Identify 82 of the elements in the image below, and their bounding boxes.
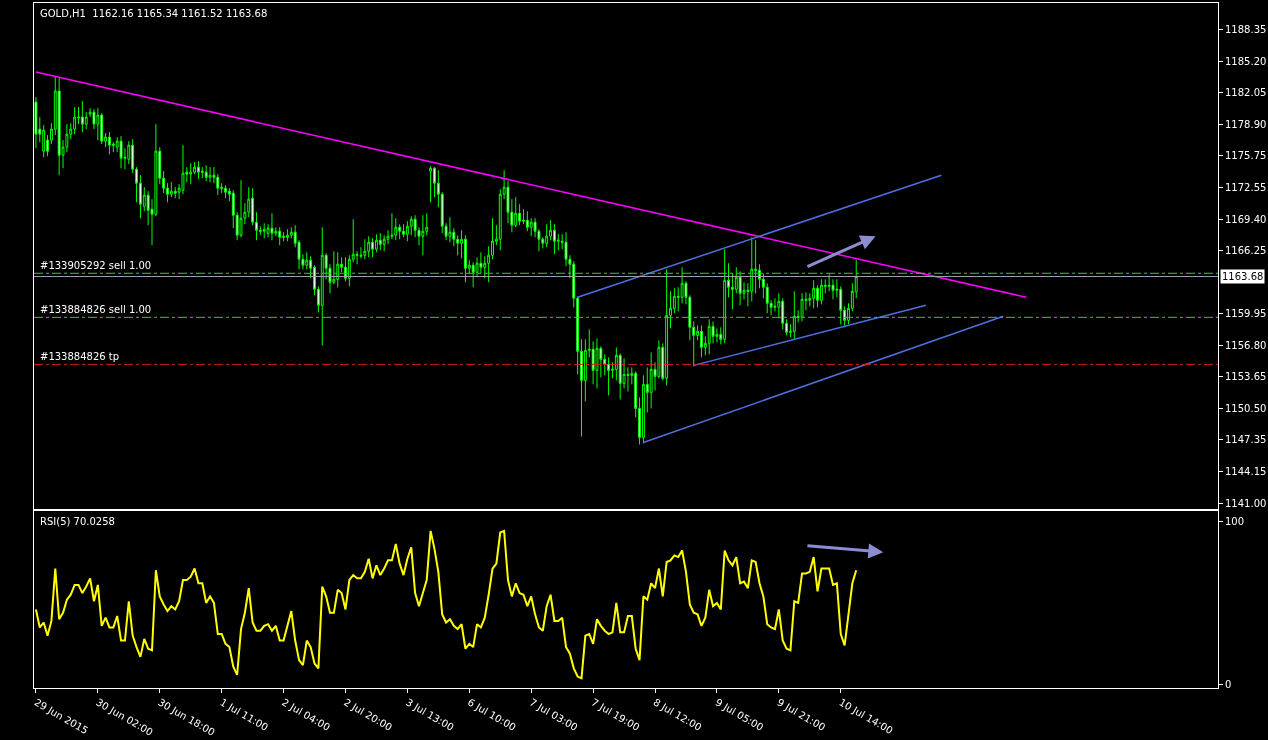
y-tick-label: 1182.05 <box>1225 87 1267 99</box>
candlestick <box>812 279 816 309</box>
candlestick <box>514 196 518 228</box>
candlestick <box>270 212 274 241</box>
candlestick <box>405 220 409 242</box>
candlestick <box>525 210 529 232</box>
candlestick <box>224 184 227 199</box>
candlestick <box>723 248 727 344</box>
ref-line-label: 1163.68 <box>1222 271 1264 282</box>
line-series <box>34 529 858 680</box>
candlestick <box>545 223 549 248</box>
candlestick <box>108 131 111 155</box>
candlestick <box>649 351 653 409</box>
candlestick <box>738 270 742 306</box>
candlestick <box>181 144 185 195</box>
candlestick <box>262 222 266 239</box>
candlestick <box>320 226 324 346</box>
candlestick <box>390 212 394 240</box>
candlestick <box>173 186 177 199</box>
candlestick <box>700 324 703 358</box>
y-tick-label: 1144.15 <box>1225 466 1267 478</box>
y-tick-label: 1153.65 <box>1225 371 1267 383</box>
y-tick-label: 100 <box>1225 515 1245 527</box>
candlestick <box>607 356 611 396</box>
candlestick <box>374 233 378 253</box>
candlestick <box>479 251 483 274</box>
y-tick-label: 1172.55 <box>1225 182 1267 194</box>
candlestick <box>363 238 367 260</box>
candlestick <box>819 278 823 305</box>
y-tick-label: 0 <box>1225 679 1232 691</box>
candlestick <box>278 226 282 246</box>
candlestick <box>344 256 347 282</box>
y-tick-label: 1169.40 <box>1225 213 1267 225</box>
candlestick <box>429 165 433 203</box>
candlestick <box>197 160 200 180</box>
y-tick-label: 1185.20 <box>1225 55 1267 67</box>
candlestick <box>57 76 61 176</box>
candlestick <box>96 107 100 141</box>
candlestick <box>285 228 289 242</box>
candlestick <box>421 214 425 256</box>
candlestick <box>367 235 371 258</box>
candlestick <box>204 164 208 182</box>
candlestick <box>471 261 475 288</box>
candlestick <box>169 181 173 198</box>
candlestick <box>371 237 375 258</box>
y-tick-label: 1159.95 <box>1225 308 1267 320</box>
candlestick <box>282 231 286 242</box>
candlestick <box>750 236 754 302</box>
candlestick <box>80 100 84 133</box>
candlestick <box>336 251 340 288</box>
candlestick <box>792 290 796 340</box>
candlestick <box>189 162 193 185</box>
candlestick <box>239 179 243 238</box>
candlestick <box>100 112 104 145</box>
candlestick <box>208 166 212 183</box>
y-tick-label: 1188.35 <box>1225 24 1267 36</box>
candlestick <box>119 135 123 169</box>
candlestick <box>831 278 835 300</box>
text: GOLD,H1 1162.16 1165.34 1161.52 1163.68 <box>40 8 268 19</box>
candlestick <box>595 337 599 389</box>
text: RSI(5) 70.0258 <box>40 516 115 527</box>
candlestick <box>382 234 386 252</box>
candlestick <box>73 106 77 135</box>
candlestick <box>463 234 467 283</box>
y-tick-label: 1147.35 <box>1225 434 1267 446</box>
ref-line-label: #133884826 sell 1.00 <box>40 304 152 315</box>
ref-line-label: #133905292 sell 1.00 <box>40 260 152 271</box>
y-tick-label: 1166.25 <box>1225 245 1267 257</box>
candlestick <box>378 232 382 251</box>
y-tick-label: 1175.75 <box>1225 150 1267 162</box>
ref-line-label: #133884826 tp <box>40 351 120 362</box>
candlestick <box>665 268 669 386</box>
y-tick-label: 1178.90 <box>1225 118 1267 130</box>
candlestick <box>448 216 452 243</box>
candlestick <box>800 292 804 322</box>
candlestick <box>707 318 711 355</box>
y-tick-label: 1150.50 <box>1225 402 1267 414</box>
y-tick-label: 1141.00 <box>1225 498 1267 510</box>
candlestick <box>402 223 405 238</box>
candlestick <box>394 217 398 241</box>
y-tick-label: 1156.80 <box>1225 339 1267 351</box>
candlestick <box>552 223 556 255</box>
